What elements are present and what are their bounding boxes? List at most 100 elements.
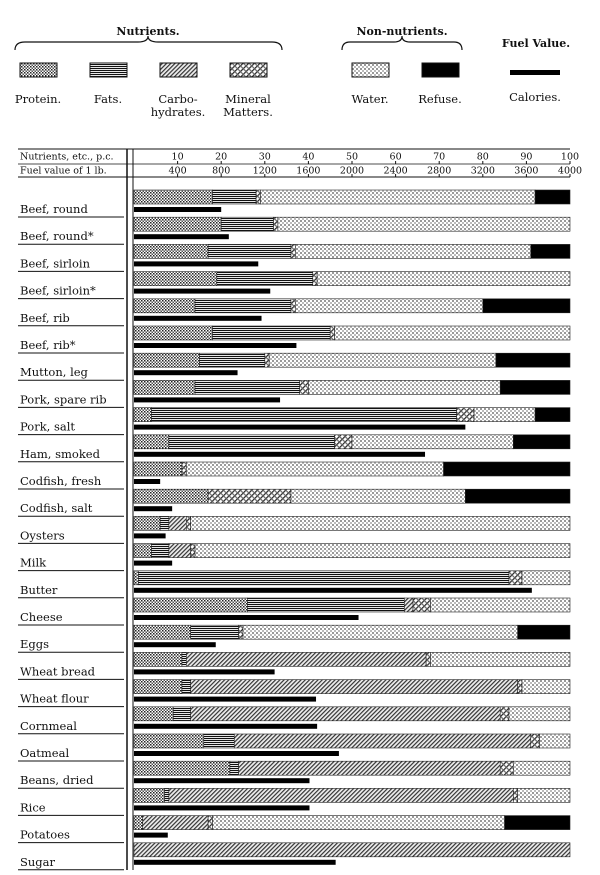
x2-tick-label: 4000: [558, 166, 582, 177]
bar-segment: [133, 380, 196, 395]
legend-group: Non-nutrients.: [356, 25, 447, 38]
x-tick-label: 80: [477, 152, 489, 163]
bar-segment: [133, 760, 231, 776]
bar-segment: [194, 380, 300, 395]
y-tick-label: Codfish, salt: [20, 501, 93, 515]
x-axis-label: Nutrients, etc., p.c.: [20, 152, 114, 163]
bar-segment: [499, 380, 571, 395]
y-tick-label: Beans, dried: [20, 773, 94, 787]
calorie-bar: [134, 370, 238, 376]
bar-segment: [181, 461, 187, 477]
calorie-bar: [134, 424, 466, 430]
bar-segment: [133, 733, 205, 749]
bar-segment: [242, 624, 518, 640]
bar-segment: [430, 597, 571, 613]
legend-group: Fuel Value.: [502, 37, 570, 50]
y-tick-label: Beef, round: [20, 202, 88, 216]
x2-tick-label: 3200: [471, 166, 495, 177]
calorie-bar: [134, 506, 173, 512]
calorie-bar: [134, 288, 271, 294]
bar-segment: [181, 679, 191, 694]
bar-segment: [312, 271, 318, 286]
bar-segment: [404, 597, 414, 613]
bar-segment: [513, 760, 571, 776]
bar-segment: [260, 189, 536, 205]
y-tick-label: Wheat bread: [20, 664, 96, 678]
bar-segment: [133, 244, 209, 259]
bar-segment: [264, 352, 270, 368]
bar-segment: [233, 733, 532, 749]
x-tick-label: 60: [390, 152, 402, 163]
calorie-bar: [134, 234, 229, 240]
legend: Nutrients. Non-nutrients. Fuel Value.: [14, 25, 570, 51]
bar-segment: [133, 570, 139, 586]
legend-label: Refuse.: [418, 92, 462, 106]
bar-segment: [534, 189, 571, 205]
bar-segment: [216, 271, 314, 286]
calorie-bar: [134, 261, 259, 267]
bar-segment: [133, 488, 209, 504]
legend-swatch: [89, 62, 128, 78]
calorie-bar: [134, 343, 297, 348]
bar-segment: [172, 706, 191, 722]
bar-segment: [133, 597, 248, 613]
bar-segment: [517, 788, 571, 803]
bar-segment: [530, 244, 571, 259]
legend-label: Mineral Matters.: [223, 92, 273, 119]
bar-segment: [456, 407, 475, 422]
calorie-bar: [134, 723, 318, 729]
legend-swatch: [229, 62, 268, 78]
bar-segment: [212, 815, 505, 830]
legend-label: Fats.: [94, 92, 122, 106]
calorie-bar: [134, 451, 426, 457]
calorie-bar: [134, 642, 216, 648]
bar-segment: [220, 216, 274, 232]
bar-segment: [168, 434, 335, 450]
bar-segment: [151, 543, 170, 558]
x2-tick-label: 2800: [427, 166, 451, 177]
bar-segment: [203, 733, 235, 749]
y-tick-label: Eggs: [20, 637, 49, 651]
bar-segment: [133, 434, 170, 450]
y-tick-label: Sugar: [20, 855, 56, 869]
bar-segment: [443, 461, 571, 477]
legend-swatch: [510, 70, 560, 75]
bar-segment: [133, 352, 200, 368]
bar-segment: [190, 516, 571, 531]
y-tick-label: Milk: [20, 556, 47, 570]
bar-segment: [190, 543, 196, 558]
bar-segment: [412, 597, 431, 613]
bar-segment: [133, 788, 165, 803]
x-tick-label: 10: [172, 152, 184, 163]
calorie-bar: [134, 533, 166, 539]
x2-tick-label: 800: [212, 166, 230, 177]
bar-segment: [513, 434, 571, 450]
calorie-bar: [134, 696, 317, 702]
x-tick-label: 50: [346, 152, 358, 163]
calorie-bar: [134, 805, 310, 811]
bar-segment: [473, 407, 536, 422]
bar-segment: [186, 652, 427, 667]
bar-segment: [133, 652, 183, 667]
x2-tick-label: 400: [169, 166, 187, 177]
y-tick-label: Beef, sirloin: [20, 256, 91, 270]
bar-segment: [521, 570, 571, 586]
bar-segment: [290, 298, 296, 314]
bar-segment: [142, 815, 209, 830]
legend-label: Calories.: [509, 90, 561, 104]
calorie-bar: [134, 778, 310, 784]
y-tick-label: Beef, round*: [20, 229, 94, 243]
bar-segment: [199, 352, 266, 368]
bar-segment: [181, 652, 187, 667]
bar-segment: [133, 461, 183, 477]
bar-segment: [190, 624, 239, 640]
bar-segment: [517, 679, 523, 694]
x2-tick-label: 2400: [384, 166, 408, 177]
x2-tick-label: 2000: [340, 166, 364, 177]
x2-tick-label: 1600: [296, 166, 320, 177]
calorie-bar: [134, 587, 532, 593]
y-tick-label: Butter: [20, 583, 58, 597]
brace: [341, 35, 463, 51]
bar-segment: [508, 706, 571, 722]
bar-segment: [295, 244, 532, 259]
